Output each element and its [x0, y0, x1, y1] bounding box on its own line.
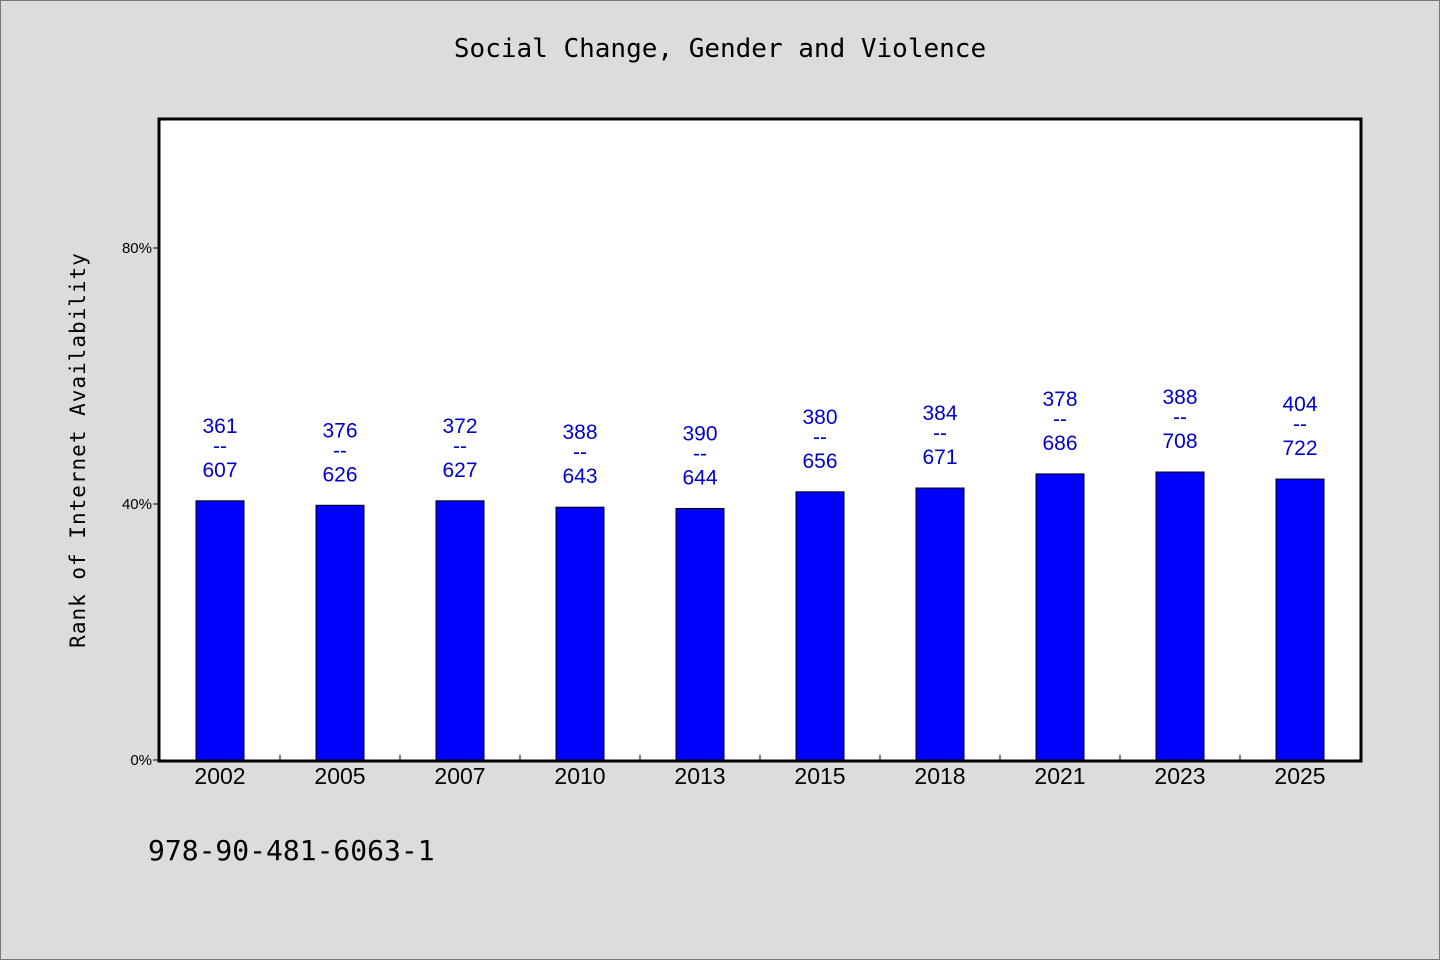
- bar: [435, 500, 485, 761]
- bar-label-top: 388: [1162, 386, 1197, 409]
- bar-label-bottom: 607: [202, 459, 237, 482]
- bar: [915, 487, 965, 761]
- bar-label-top: 380: [802, 406, 837, 429]
- bar: [195, 500, 245, 761]
- bar-label-top: 372: [442, 415, 477, 438]
- bar-label-top: 388: [562, 421, 597, 444]
- bar: [675, 507, 725, 761]
- bar: [555, 506, 605, 761]
- x-tick-label: 2018: [914, 763, 965, 789]
- bar: [1155, 471, 1205, 761]
- bar-label-separator: --: [453, 435, 467, 458]
- chart-title: Social Change, Gender and Violence: [453, 34, 987, 64]
- bar-label-bottom: 643: [562, 465, 597, 488]
- bar: [1035, 473, 1085, 761]
- bar-label-bottom: 656: [802, 450, 837, 473]
- bar-label-separator: --: [1173, 406, 1187, 429]
- bar-label-separator: --: [813, 426, 827, 449]
- bar: [1275, 478, 1325, 761]
- bar: [315, 504, 365, 761]
- x-tick-label: 2021: [1034, 763, 1085, 789]
- x-tick-label: 2010: [554, 763, 605, 789]
- bar-label-top: 376: [322, 419, 357, 442]
- x-tick-label: 2025: [1274, 763, 1325, 789]
- bar-label-separator: --: [333, 439, 347, 462]
- bar-label-separator: --: [693, 442, 707, 465]
- bar-label-bottom: 626: [322, 463, 357, 486]
- bar-label-separator: --: [573, 441, 587, 464]
- y-tick-label: 40%: [122, 496, 152, 513]
- bar-label-separator: --: [933, 422, 947, 445]
- bar-label-top: 384: [922, 402, 957, 425]
- x-tick-label: 2007: [434, 763, 485, 789]
- bar-label-bottom: 627: [442, 459, 477, 482]
- bar-label-top: 361: [202, 415, 237, 438]
- bar: [795, 491, 845, 761]
- bar-label-separator: --: [213, 435, 227, 458]
- bars-layer: 361--607376--626372--627388--643390--644…: [195, 386, 1325, 761]
- bar-label-top: 378: [1042, 388, 1077, 411]
- x-tick-label: 2013: [674, 763, 725, 789]
- bar-label-separator: --: [1293, 413, 1307, 436]
- isbn-text: 978-90-481-6063-1: [148, 834, 435, 867]
- x-tick-label: 2023: [1154, 763, 1205, 789]
- y-tick-label: 80%: [122, 240, 152, 257]
- bar-label-bottom: 708: [1162, 430, 1197, 453]
- bar-label-bottom: 722: [1282, 437, 1317, 460]
- y-tick-label: 0%: [130, 752, 152, 769]
- axis-layer: 2002 2005 2007 2010 2013 2015 2018 2021 2023 2025…: [122, 240, 1326, 789]
- bar-label-top: 390: [682, 422, 717, 445]
- bar-label-bottom: 671: [922, 446, 957, 469]
- x-tick-label: 2002: [194, 763, 245, 789]
- bar-label-bottom: 644: [682, 466, 717, 489]
- bar-label-bottom: 686: [1042, 432, 1077, 455]
- x-tick-label: 2005: [314, 763, 365, 789]
- bar-label-top: 404: [1282, 393, 1317, 416]
- bar-label-separator: --: [1053, 408, 1067, 431]
- x-tick-label: 2015: [794, 763, 845, 789]
